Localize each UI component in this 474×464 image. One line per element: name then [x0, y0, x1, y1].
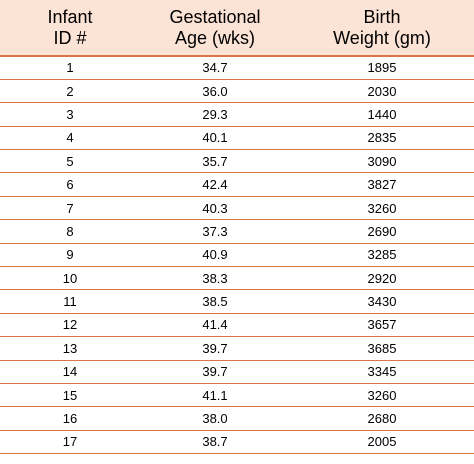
cell-gestational-age: 40.1	[140, 126, 290, 151]
table-row: 7 40.3 3260	[0, 196, 474, 221]
cell-gestational-age: 41.1	[140, 383, 290, 408]
cell-birth-weight: 3260	[290, 383, 474, 408]
cell-gestational-age: 41.4	[140, 313, 290, 338]
header-gestational-age: Gestational Age (wks)	[140, 0, 290, 57]
cell-infant-id: 4	[0, 126, 140, 151]
table-row: 13 39.7 3685	[0, 336, 474, 361]
cell-infant-id: 11	[0, 289, 140, 314]
table-header: Infant ID # Gestational Age (wks) Birth …	[0, 0, 474, 57]
header-birth-weight-line1: Birth	[363, 6, 401, 27]
cell-infant-id: 8	[0, 219, 140, 244]
cell-birth-weight: 2920	[290, 266, 474, 291]
table-row: 2 36.0 2030	[0, 79, 474, 104]
cell-gestational-age: 29.3	[140, 102, 290, 127]
cell-gestational-age: 39.7	[140, 336, 290, 361]
cell-infant-id: 9	[0, 243, 140, 268]
table-row: 1 34.7 1895	[0, 56, 474, 80]
table-row: 12 41.4 3657	[0, 313, 474, 338]
table-row: 6 42.4 3827	[0, 172, 474, 197]
cell-gestational-age: 40.9	[140, 243, 290, 268]
cell-gestational-age: 39.7	[140, 360, 290, 384]
cell-birth-weight: 2680	[290, 406, 474, 431]
cell-birth-weight: 2030	[290, 79, 474, 104]
cell-birth-weight: 2690	[290, 219, 474, 244]
cell-birth-weight: 1895	[290, 56, 474, 80]
cell-birth-weight: 3430	[290, 289, 474, 314]
cell-infant-id: 13	[0, 336, 140, 361]
cell-gestational-age: 35.7	[140, 149, 290, 174]
cell-birth-weight: 2835	[290, 126, 474, 151]
cell-infant-id: 5	[0, 149, 140, 174]
cell-birth-weight: 1440	[290, 102, 474, 127]
cell-infant-id: 16	[0, 406, 140, 431]
table-row: 9 40.9 3285	[0, 243, 474, 268]
cell-birth-weight: 3827	[290, 172, 474, 197]
cell-gestational-age: 38.7	[140, 430, 290, 455]
cell-birth-weight: 3685	[290, 336, 474, 361]
cell-birth-weight: 3657	[290, 313, 474, 338]
cell-birth-weight: 3260	[290, 196, 474, 221]
header-gestational-age-line2: Age (wks)	[174, 27, 255, 48]
table-row: 16 38.0 2680	[0, 406, 474, 431]
table-row: 15 41.1 3260	[0, 383, 474, 408]
table-row: 11 38.5 3430	[0, 289, 474, 314]
cell-infant-id: 7	[0, 196, 140, 221]
cell-infant-id: 17	[0, 430, 140, 455]
header-birth-weight-line2: Weight (gm)	[333, 27, 431, 48]
cell-gestational-age: 34.7	[140, 56, 290, 80]
header-gestational-age-line1: Gestational	[169, 6, 261, 27]
cell-gestational-age: 36.0	[140, 79, 290, 104]
cell-infant-id: 6	[0, 172, 140, 197]
cell-gestational-age: 38.5	[140, 289, 290, 314]
header-row: Infant ID # Gestational Age (wks) Birth …	[0, 0, 474, 57]
cell-gestational-age: 42.4	[140, 172, 290, 197]
cell-birth-weight: 2005	[290, 430, 474, 455]
cell-infant-id: 10	[0, 266, 140, 291]
cell-gestational-age: 38.0	[140, 406, 290, 431]
cell-gestational-age: 38.3	[140, 266, 290, 291]
table-row: 5 35.7 3090	[0, 149, 474, 174]
cell-infant-id: 12	[0, 313, 140, 338]
table-row: 3 29.3 1440	[0, 102, 474, 127]
header-infant-id-line2: ID #	[53, 27, 87, 48]
cell-gestational-age: 37.3	[140, 219, 290, 244]
table-body: 1 34.7 1895 2 36.0 2030 3 29.3 1440 4 40.1 2835 5 35.…	[0, 56, 474, 455]
cell-infant-id: 3	[0, 102, 140, 127]
table-row: 10 38.3 2920	[0, 266, 474, 291]
table-row: 8 37.3 2690	[0, 219, 474, 244]
table-row: 17 38.7 2005	[0, 430, 474, 455]
cell-birth-weight: 3345	[290, 360, 474, 384]
table-row: 14 39.7 3345	[0, 360, 474, 384]
cell-gestational-age: 40.3	[140, 196, 290, 221]
cell-infant-id: 1	[0, 56, 140, 80]
cell-birth-weight: 3090	[290, 149, 474, 174]
cell-infant-id: 14	[0, 360, 140, 384]
header-infant-id: Infant ID #	[0, 0, 140, 57]
table-row: 4 40.1 2835	[0, 126, 474, 151]
cell-birth-weight: 3285	[290, 243, 474, 268]
cell-infant-id: 15	[0, 383, 140, 408]
header-infant-id-line1: Infant	[47, 6, 93, 27]
cell-infant-id: 2	[0, 79, 140, 104]
header-birth-weight: Birth Weight (gm)	[290, 0, 474, 57]
